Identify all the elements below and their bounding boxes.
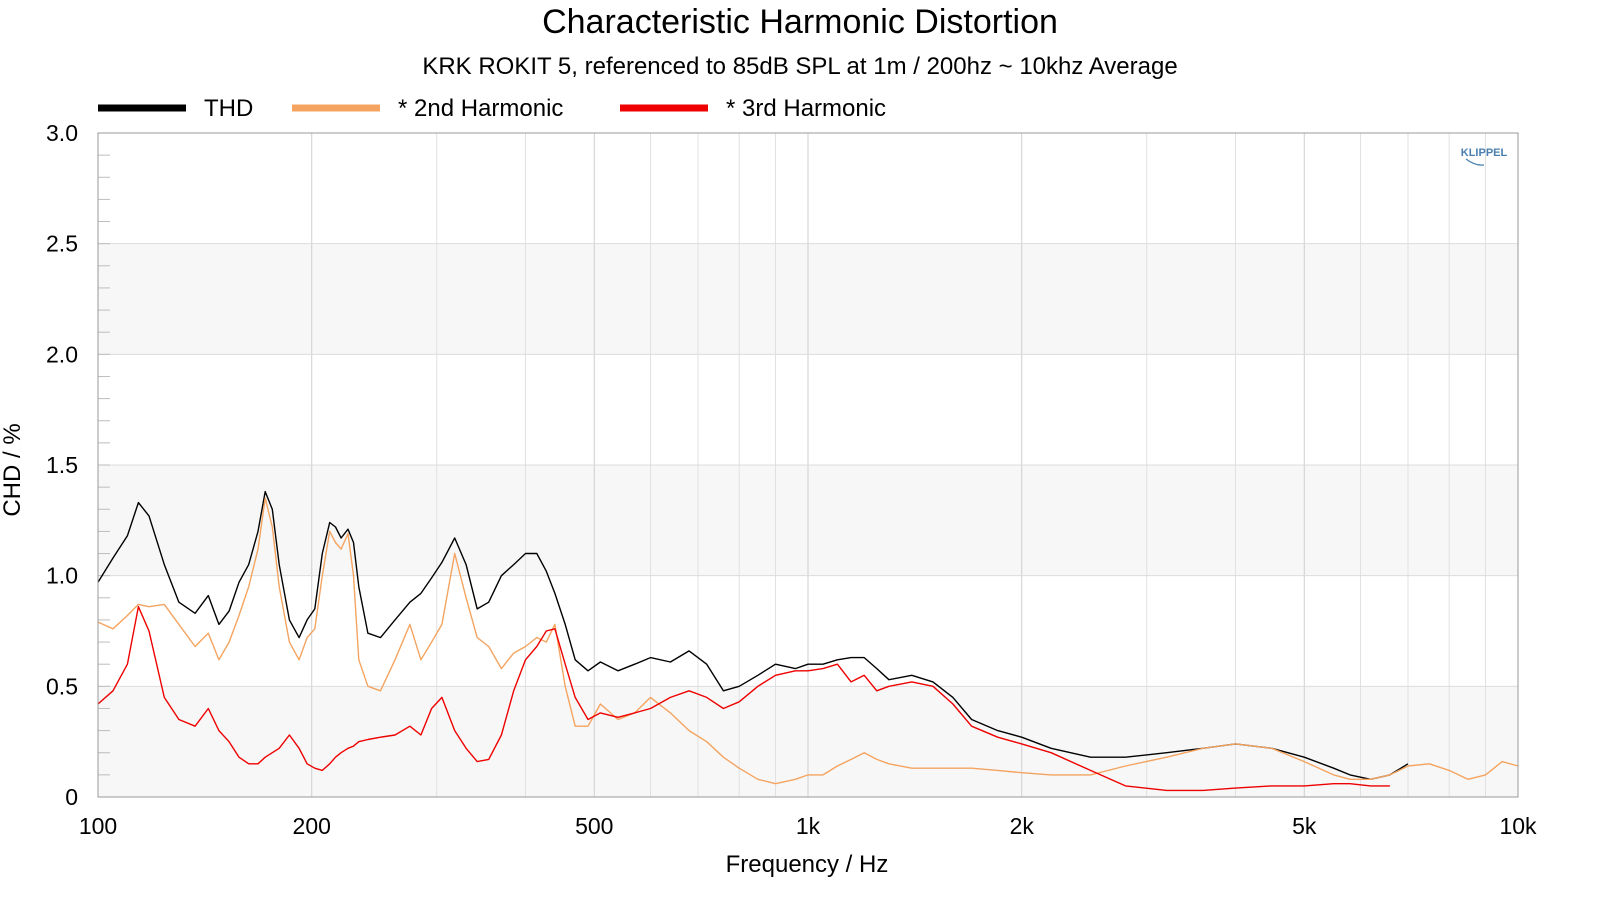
- y-minor-ticks: [98, 154, 110, 776]
- series-line: [97, 606, 1390, 792]
- grid-lines: [98, 133, 1518, 797]
- legend: THD * 2nd Harmonic * 3rd Harmonic: [98, 95, 886, 122]
- series-line: [97, 490, 1409, 780]
- legend-label: THD: [204, 95, 253, 122]
- x-tick-label: 100: [79, 813, 117, 839]
- x-tick-label: 1k: [796, 813, 821, 839]
- y-tick-label: 1.5: [46, 452, 78, 478]
- y-tick-label: 2.5: [46, 231, 78, 257]
- y-axis-title: CHD / %: [0, 423, 26, 516]
- y-tick-label: 0.5: [46, 673, 78, 699]
- y-tick-label: 0: [65, 784, 78, 810]
- series-layer: [97, 490, 1519, 792]
- x-tick-label: 200: [293, 813, 331, 839]
- x-tick-label: 500: [575, 813, 613, 839]
- legend-label: * 3rd Harmonic: [726, 95, 886, 122]
- x-tick-labels: 100 200 500 1k 2k 5k 10k: [79, 813, 1537, 839]
- x-tick-label: 5k: [1292, 813, 1317, 839]
- klippel-logo: KLIPPEL: [1461, 147, 1508, 166]
- plot-frame: [97, 132, 1519, 798]
- y-tick-label: 1.0: [46, 563, 78, 589]
- chart-subtitle: KRK ROKIT 5, referenced to 85dB SPL at 1…: [422, 53, 1178, 80]
- x-tick-label: 2k: [1010, 813, 1035, 839]
- klippel-logo-swoosh: [1465, 158, 1485, 166]
- legend-label: * 2nd Harmonic: [398, 95, 563, 122]
- y-tick-label: 2.0: [46, 341, 78, 367]
- y-tick-label: 3.0: [46, 120, 78, 146]
- klippel-watermark: KLIPPEL: [1461, 147, 1508, 159]
- series-line: [97, 497, 1519, 785]
- x-tick-label: 10k: [1499, 813, 1537, 839]
- chart-title: Characteristic Harmonic Distortion: [542, 3, 1058, 41]
- y-tick-labels: 0 0.5 1.0 1.5 2.0 2.5 3.0: [46, 120, 78, 810]
- x-axis-title: Frequency / Hz: [726, 851, 889, 878]
